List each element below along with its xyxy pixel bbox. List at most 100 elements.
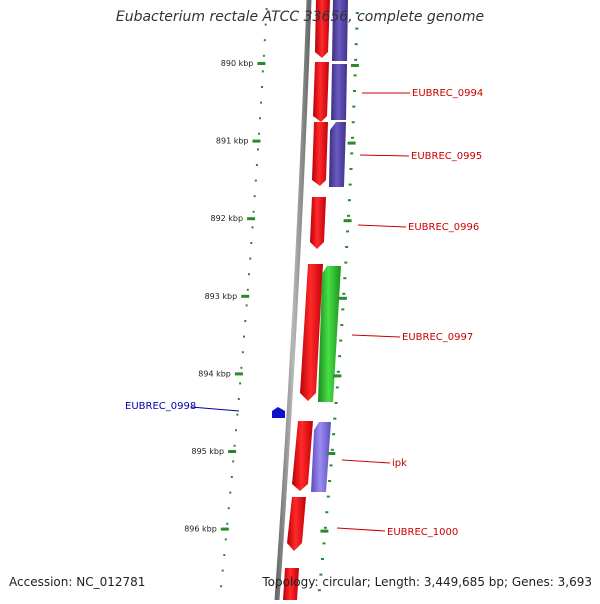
- ruler-dot: [350, 152, 354, 155]
- callout-line-eubrec-0997: [351, 334, 401, 338]
- ruler-dot: [260, 101, 262, 104]
- ruler-tick-right: [350, 64, 359, 67]
- ruler-dot: [236, 413, 239, 416]
- ruler-dot: [344, 261, 348, 264]
- ruler-dot: [229, 491, 232, 494]
- ruler-dot: [339, 339, 343, 342]
- gene-label-ipk[interactable]: ipk: [392, 458, 407, 469]
- gene-labels: EUBREC_0994 EUBREC_0995 EUBREC_0996 EUBR…: [125, 88, 483, 538]
- ruler-dot: [265, 8, 268, 10]
- ruler-tick-right: [320, 529, 329, 533]
- ruler-dot: [345, 246, 349, 248]
- ruler-dot: [351, 136, 354, 139]
- ruler-dot: [351, 121, 355, 124]
- gene-block-lilac[interactable]: [311, 422, 331, 492]
- ruler-dot: [226, 522, 229, 525]
- ruler-dot: [254, 179, 257, 182]
- ruler-tick-right: [347, 141, 356, 145]
- ruler-dot: [221, 569, 224, 572]
- ruler-dot: [227, 507, 230, 510]
- ruler-dot: [223, 554, 226, 556]
- callout-line-eubrec-0996: [357, 224, 407, 228]
- gene-features-reverse: [272, 0, 348, 492]
- ruler-dot: [317, 589, 321, 592]
- gene-label-eubrec-0997[interactable]: EUBREC_0997: [402, 332, 473, 343]
- ruler-dot: [319, 573, 323, 576]
- gene-block-blue[interactable]: [272, 407, 285, 418]
- gene-block-purple[interactable]: [332, 0, 348, 61]
- ruler-dot: [352, 105, 356, 108]
- ruler-tick-right: [338, 296, 347, 300]
- gene-label-eubrec-0998[interactable]: EUBREC_0998: [125, 401, 196, 412]
- ruler-tick-left: [252, 139, 261, 143]
- gene-label-eubrec-0994[interactable]: EUBREC_0994: [412, 88, 483, 99]
- ruler-tick-left: [257, 62, 266, 65]
- ruler-tick-label: 890 kbp: [221, 59, 254, 68]
- ruler-dot: [330, 448, 334, 451]
- ruler-dot: [220, 585, 223, 588]
- ruler-dot: [246, 288, 249, 291]
- gene-block-red[interactable]: [315, 0, 330, 58]
- ruler-dot: [326, 495, 330, 498]
- ruler-dot: [252, 210, 255, 213]
- ruler-dot: [325, 511, 329, 514]
- gene-block-red[interactable]: [300, 264, 323, 401]
- ruler-dot: [245, 304, 248, 307]
- ruler-tick-label: 895 kbp: [191, 447, 224, 456]
- gene-block-red[interactable]: [292, 421, 313, 491]
- ruler-dot: [353, 74, 357, 77]
- ruler-tick-right: [333, 374, 342, 378]
- ruler-dot: [257, 148, 259, 151]
- ruler-dot: [264, 23, 267, 26]
- ruler-tick-left: [228, 450, 237, 453]
- ruler-dot: [355, 12, 359, 14]
- genome-backbone: [274, 0, 312, 601]
- ruler-dot: [354, 43, 358, 46]
- ruler-dot: [329, 464, 333, 467]
- gene-block-red[interactable]: [287, 497, 306, 551]
- ruler-tick-label: 891 kbp: [216, 137, 249, 146]
- ruler-dot: [261, 70, 264, 73]
- gene-block-green[interactable]: [318, 266, 341, 402]
- ruler-dot: [332, 433, 336, 436]
- ruler-tick-label: 894 kbp: [198, 369, 231, 378]
- ruler-dot: [249, 257, 252, 260]
- genome-title: Eubacterium rectale ATCC 33656, complete…: [115, 9, 485, 25]
- ruler-dot: [255, 164, 258, 166]
- ruler-dot: [248, 273, 250, 276]
- ruler-dot: [233, 444, 236, 447]
- ruler-dot: [338, 355, 342, 358]
- ruler-dot: [235, 429, 237, 432]
- ruler-dot: [259, 117, 261, 120]
- ruler-dot: [348, 183, 352, 186]
- gene-label-eubrec-1000[interactable]: EUBREC_1000: [387, 527, 458, 538]
- ruler-dot: [237, 398, 240, 400]
- ruler-dot: [347, 214, 350, 217]
- ruler-dot: [250, 242, 253, 244]
- ruler-dot: [230, 476, 233, 478]
- callout-line-eubrec-0995: [359, 154, 410, 157]
- gene-block-red[interactable]: [283, 568, 299, 600]
- ruler-dot: [347, 199, 351, 202]
- gene-label-eubrec-0995[interactable]: EUBREC_0995: [411, 151, 482, 162]
- ruler-dot: [342, 292, 346, 295]
- ruler-dot: [340, 324, 344, 326]
- ruler-dot: [353, 90, 356, 92]
- ruler-dot: [336, 370, 340, 373]
- callout-line-ipk: [341, 459, 391, 464]
- gene-block-purple[interactable]: [329, 122, 346, 187]
- gene-block-red[interactable]: [312, 122, 328, 186]
- gene-block-red[interactable]: [310, 197, 326, 249]
- ruler-dot: [244, 320, 247, 322]
- ruler-dot: [253, 195, 256, 198]
- ruler-ticks: 890 kbp 891 kbp 892 kbp 893 kbp 894 kbp 895 k…: [184, 59, 359, 534]
- ruler-dot: [323, 526, 327, 529]
- ruler-dot: [258, 132, 260, 135]
- gene-block-red[interactable]: [313, 62, 329, 122]
- gene-block-purple[interactable]: [331, 64, 347, 120]
- gene-label-eubrec-0996[interactable]: EUBREC_0996: [408, 222, 479, 233]
- callout-line-eubrec-0998: [190, 406, 240, 412]
- ruler-dot: [349, 168, 353, 170]
